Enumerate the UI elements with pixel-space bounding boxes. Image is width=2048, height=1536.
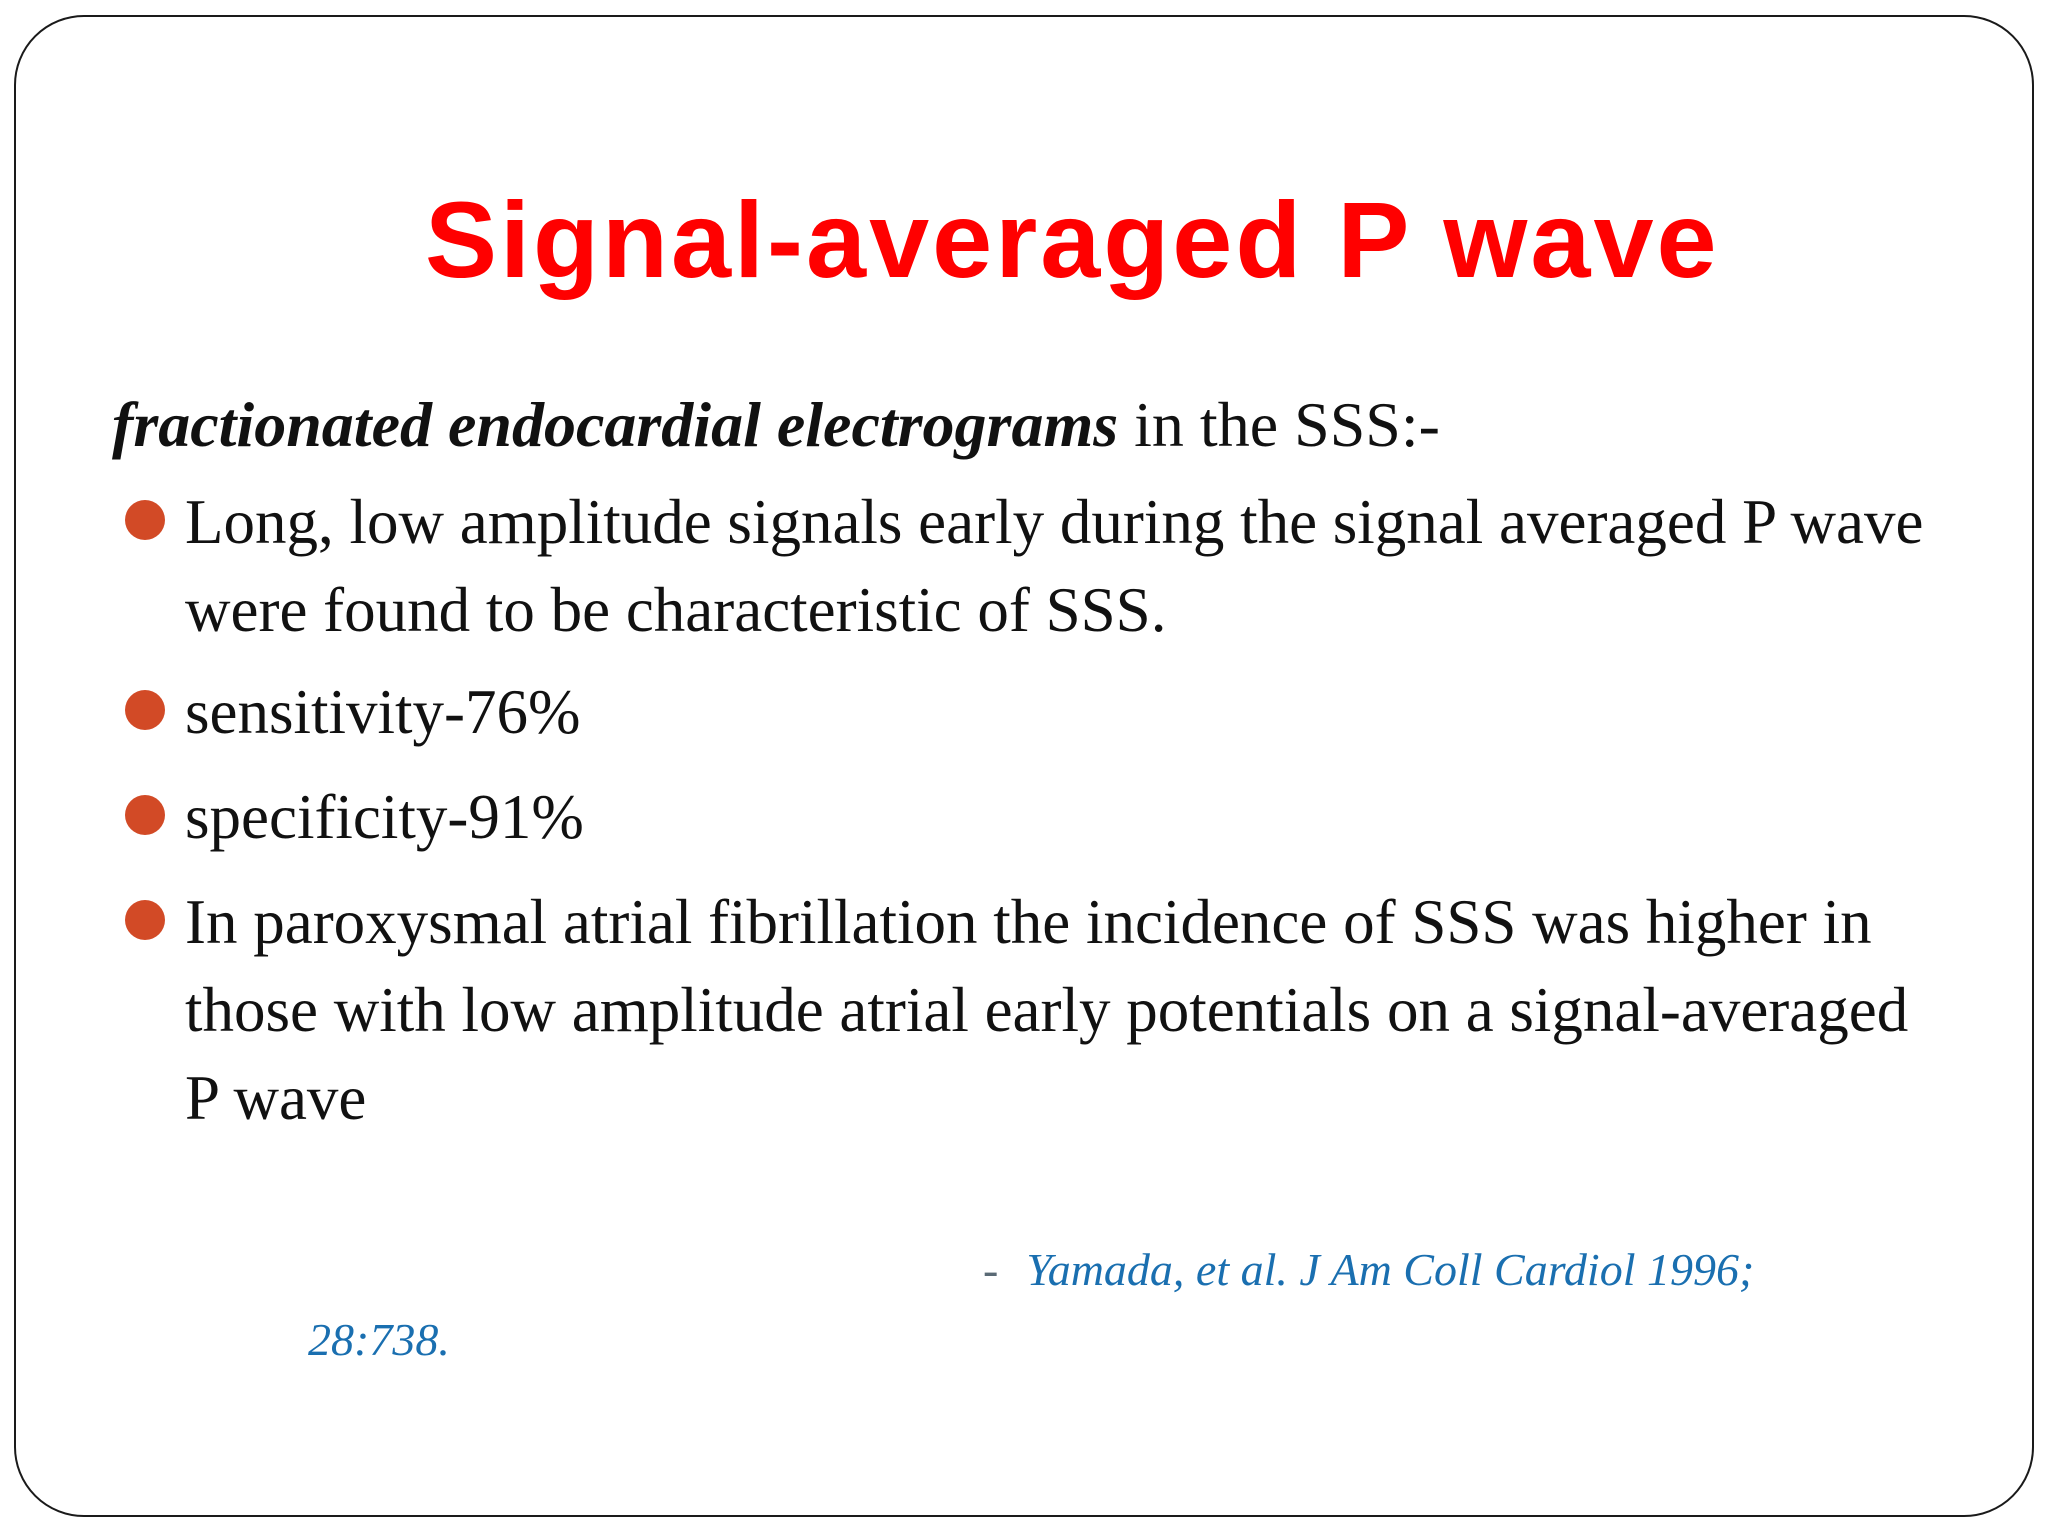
bullet-dot-icon — [125, 900, 165, 940]
bullet-text: specificity-91% — [185, 782, 584, 852]
citation-line2: 28:738. — [308, 1314, 450, 1365]
bullet-dot-icon — [125, 500, 165, 540]
subheading-rest: in the SSS:- — [1118, 389, 1440, 460]
slide-title: Signal-averaged P wave — [425, 179, 1720, 300]
bullet-dot-icon — [125, 690, 165, 730]
subheading: fractionated endocardial electrograms in… — [112, 385, 1440, 465]
bullet-dot-icon — [125, 795, 165, 835]
bullet-text: In paroxysmal atrial fibrillation the in… — [185, 887, 1909, 1133]
bullet-text: sensitivity-76% — [185, 677, 581, 747]
citation-line1: Yamada, et al. J Am Coll Cardiol 1996; — [1026, 1244, 1755, 1295]
citation-dash: - — [983, 1244, 999, 1295]
subheading-emphasis: fractionated endocardial electrograms — [112, 389, 1119, 460]
citation: - Yamada, et al. J Am Coll Cardiol 1996; … — [308, 1235, 1908, 1375]
bullet-text: Long, low amplitude signals early during… — [185, 487, 1924, 645]
slide-frame — [14, 15, 2034, 1517]
